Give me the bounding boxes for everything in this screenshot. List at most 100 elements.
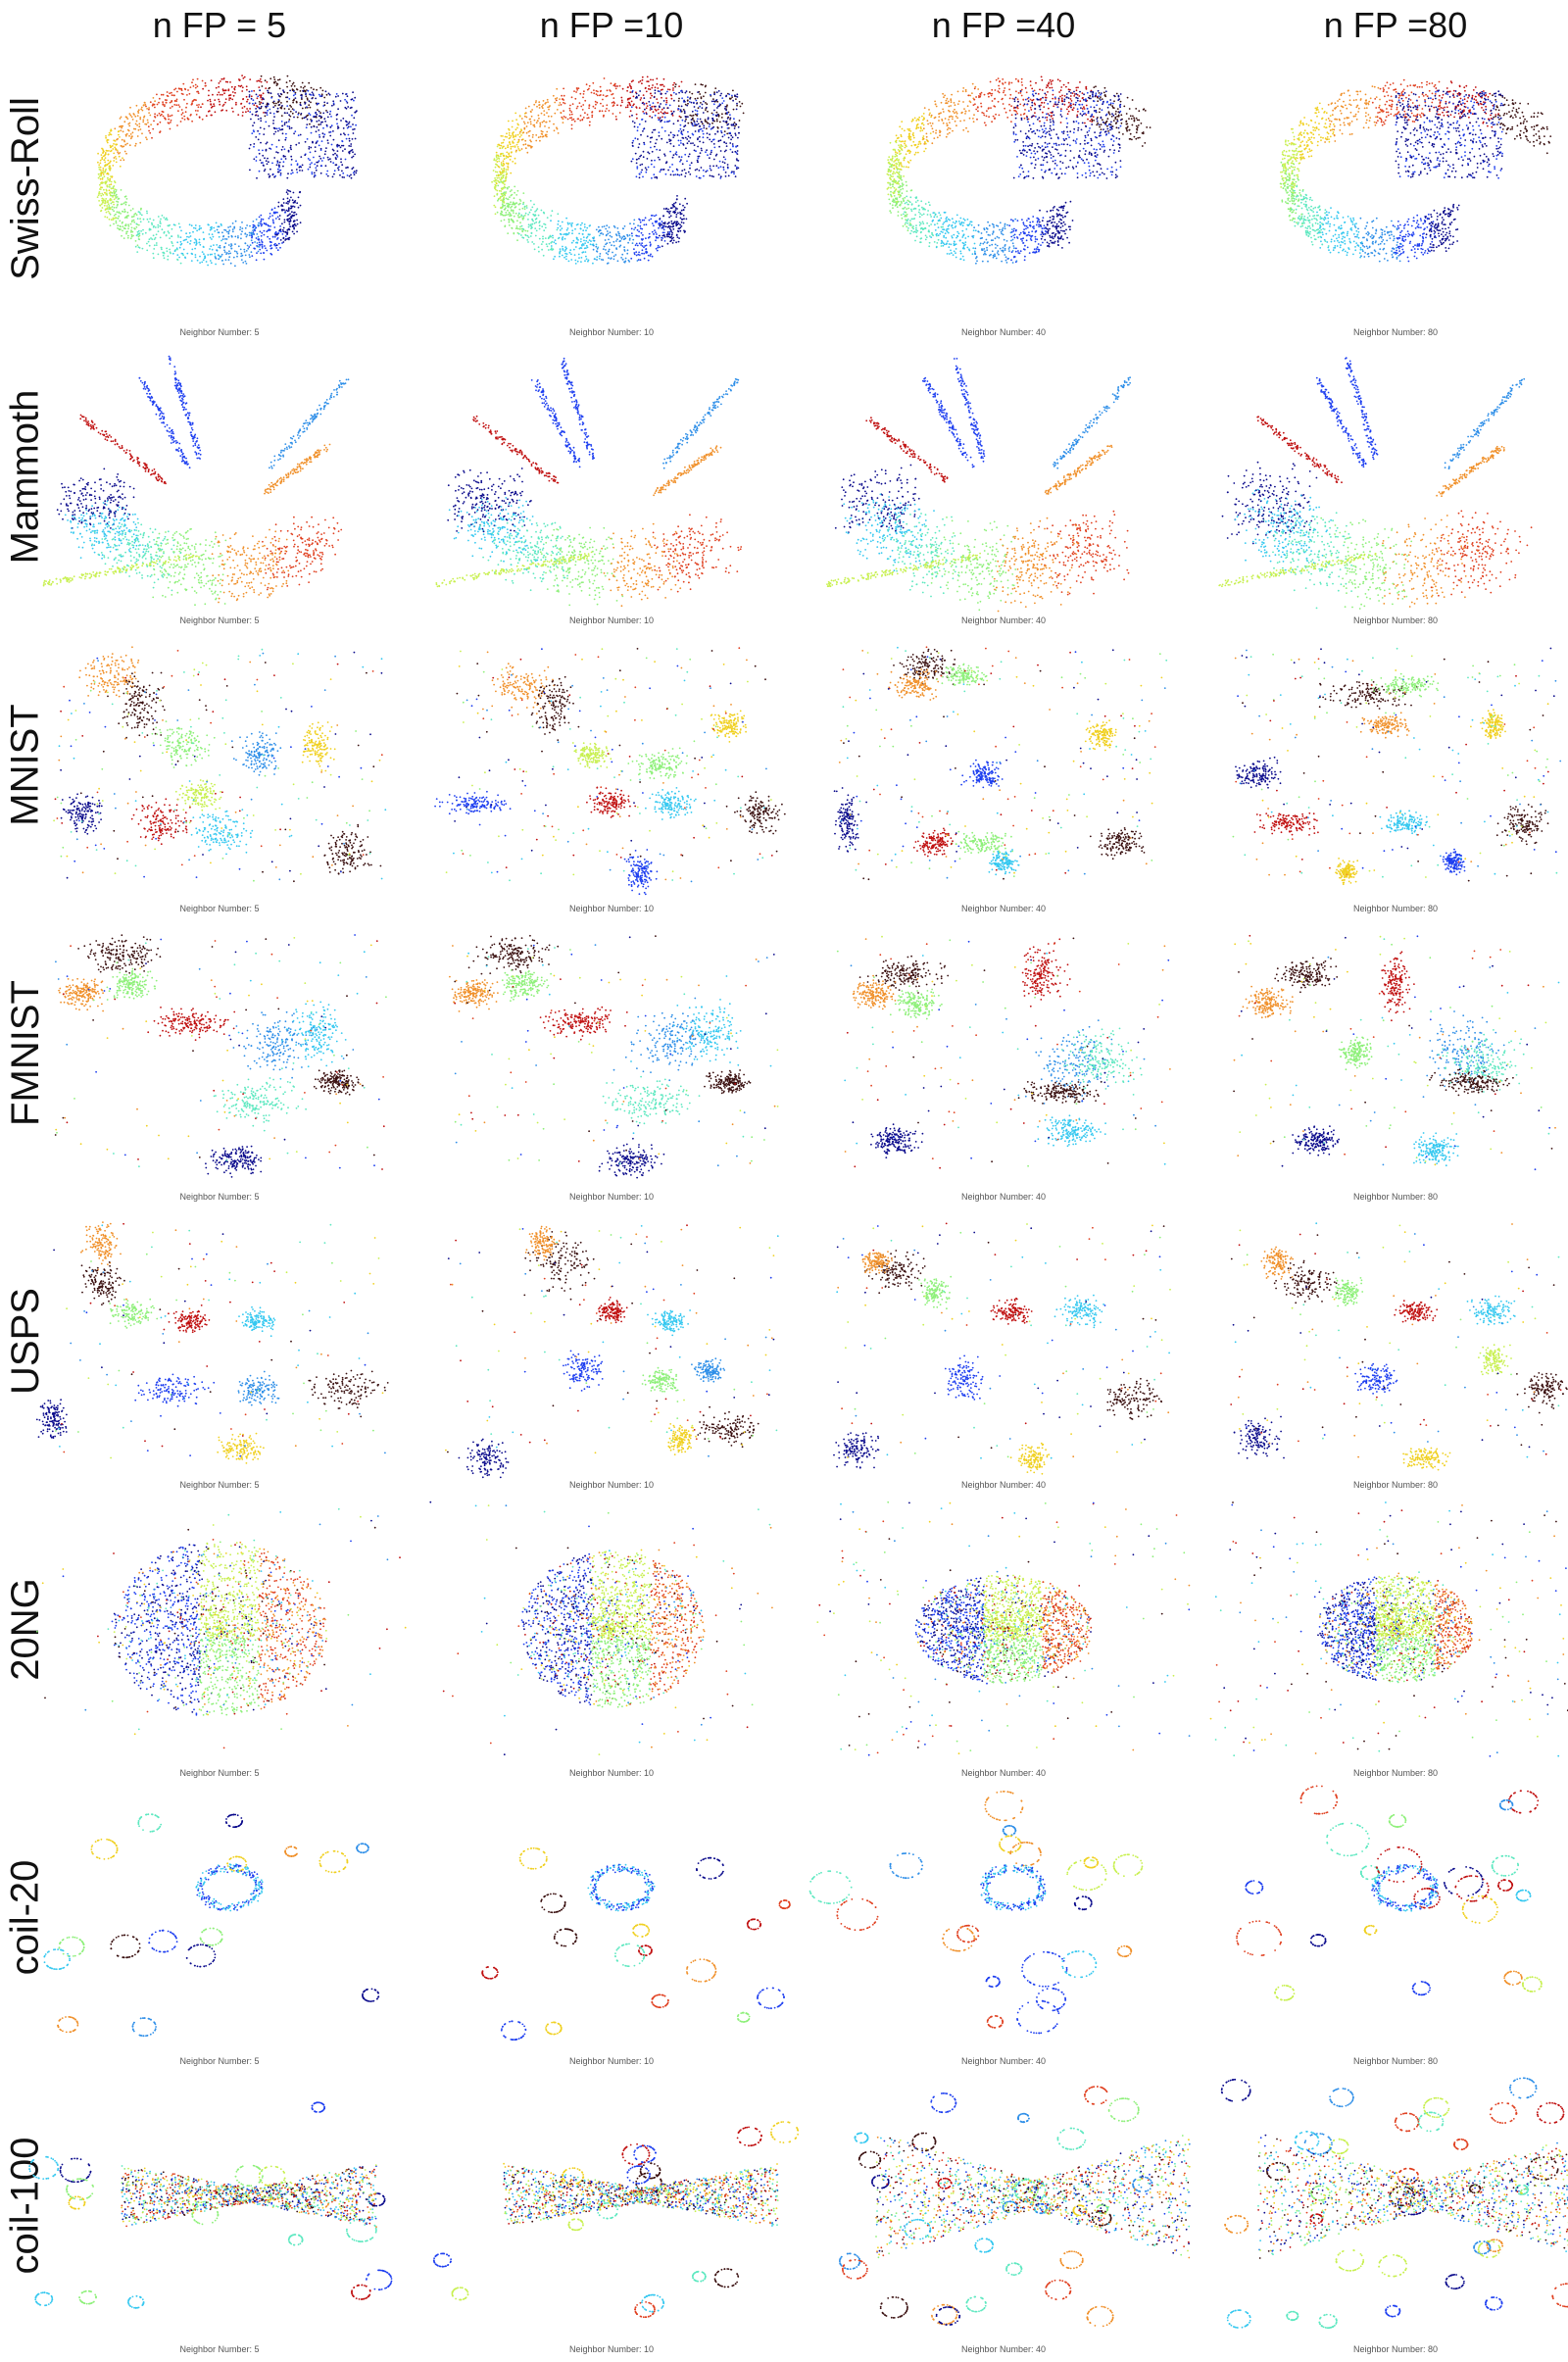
scatter-point bbox=[1047, 91, 1049, 93]
scatter-point bbox=[273, 76, 275, 78]
scatter-point bbox=[308, 148, 310, 150]
scatter-point bbox=[716, 119, 718, 121]
scatter-point bbox=[497, 200, 499, 202]
scatter-point bbox=[530, 111, 532, 113]
scatter-point bbox=[310, 114, 312, 116]
scatter-point bbox=[336, 119, 338, 121]
scatter-point bbox=[126, 212, 128, 214]
scatter-point bbox=[654, 167, 656, 169]
scatter-point bbox=[128, 225, 130, 227]
scatter-point bbox=[672, 157, 674, 159]
scatter-point bbox=[907, 219, 909, 221]
scatter-point bbox=[553, 258, 555, 260]
scatter-point bbox=[599, 258, 601, 260]
scatter-point bbox=[738, 126, 740, 128]
scatter-point bbox=[514, 192, 515, 194]
scatter-point bbox=[1043, 233, 1045, 235]
scatter-point bbox=[494, 177, 496, 179]
scatter-point bbox=[1138, 110, 1140, 112]
scatter-point bbox=[679, 203, 681, 205]
scatter-point bbox=[925, 235, 927, 237]
scatter-point bbox=[681, 133, 683, 135]
scatter-point bbox=[283, 161, 285, 163]
scatter-point bbox=[721, 97, 723, 99]
scatter-point bbox=[981, 106, 983, 108]
scatter-point bbox=[117, 224, 119, 226]
scatter-point bbox=[666, 113, 668, 115]
scatter-point bbox=[291, 170, 293, 172]
scatter-point bbox=[246, 224, 248, 226]
scatter-point bbox=[1004, 81, 1006, 83]
scatter-point bbox=[523, 122, 525, 123]
scatter-point bbox=[270, 244, 272, 246]
scatter-point bbox=[542, 136, 544, 138]
scatter-point bbox=[347, 127, 349, 129]
scatter-point bbox=[305, 95, 307, 97]
scatter-point bbox=[262, 85, 264, 87]
scatter-point bbox=[938, 120, 940, 122]
scatter-point bbox=[279, 129, 281, 131]
scatter-point bbox=[959, 239, 961, 241]
scatter-point bbox=[315, 112, 317, 114]
scatter-point bbox=[697, 97, 699, 99]
scatter-point bbox=[137, 231, 139, 233]
scatter-point bbox=[127, 227, 129, 229]
scatter-point bbox=[115, 217, 117, 219]
scatter-point bbox=[119, 228, 121, 230]
scatter-point bbox=[719, 161, 721, 163]
scatter-point bbox=[249, 170, 251, 172]
scatter-point bbox=[346, 122, 348, 123]
scatter-point bbox=[635, 235, 637, 237]
scatter-point bbox=[712, 98, 714, 100]
scatter-point bbox=[302, 165, 304, 167]
scatter-point bbox=[331, 144, 333, 146]
scatter-point bbox=[181, 253, 183, 255]
scatter-point bbox=[645, 87, 647, 89]
scatter-point bbox=[116, 139, 118, 141]
scatter-point bbox=[221, 231, 223, 233]
scatter-point bbox=[1058, 238, 1060, 240]
scatter-point bbox=[261, 241, 263, 243]
scatter-point bbox=[680, 111, 682, 113]
scatter-point bbox=[224, 242, 226, 244]
scatter-point bbox=[896, 134, 898, 136]
scatter-point bbox=[902, 218, 904, 220]
scatter-point bbox=[102, 202, 104, 204]
scatter-point bbox=[254, 224, 256, 226]
scatter-point bbox=[636, 159, 638, 161]
scatter-point bbox=[928, 109, 930, 111]
scatter-point bbox=[712, 126, 714, 128]
scatter-point bbox=[499, 190, 501, 192]
scatter-point bbox=[104, 175, 106, 177]
scatter-point bbox=[281, 115, 283, 117]
scatter-point bbox=[606, 108, 608, 110]
scatter-point bbox=[562, 255, 564, 257]
scatter-point bbox=[582, 97, 584, 99]
scatter-point bbox=[606, 234, 608, 236]
scatter-point bbox=[301, 95, 303, 97]
scatter-point bbox=[633, 220, 635, 221]
scatter-point bbox=[667, 231, 669, 233]
scatter-point bbox=[916, 125, 918, 127]
scatter-point bbox=[975, 109, 977, 111]
scatter-point bbox=[159, 131, 161, 133]
scatter-point bbox=[229, 253, 231, 255]
scatter-point bbox=[716, 107, 718, 109]
scatter-point bbox=[345, 159, 347, 161]
scatter-point bbox=[131, 116, 133, 118]
scatter-point bbox=[277, 101, 279, 103]
scatter-point bbox=[509, 155, 511, 157]
scatter-point bbox=[692, 133, 694, 135]
scatter-point bbox=[163, 217, 165, 219]
scatter-point bbox=[354, 173, 356, 175]
scatter-point bbox=[197, 260, 199, 262]
scatter-point bbox=[251, 237, 253, 239]
scatter-point bbox=[888, 171, 890, 172]
scatter-point bbox=[584, 112, 586, 114]
scatter-point bbox=[684, 154, 686, 156]
scatter-point bbox=[343, 127, 345, 129]
scatter-point bbox=[176, 124, 178, 126]
scatter-point bbox=[628, 102, 630, 104]
scatter-point bbox=[209, 233, 211, 235]
scatter-point bbox=[1034, 112, 1036, 114]
